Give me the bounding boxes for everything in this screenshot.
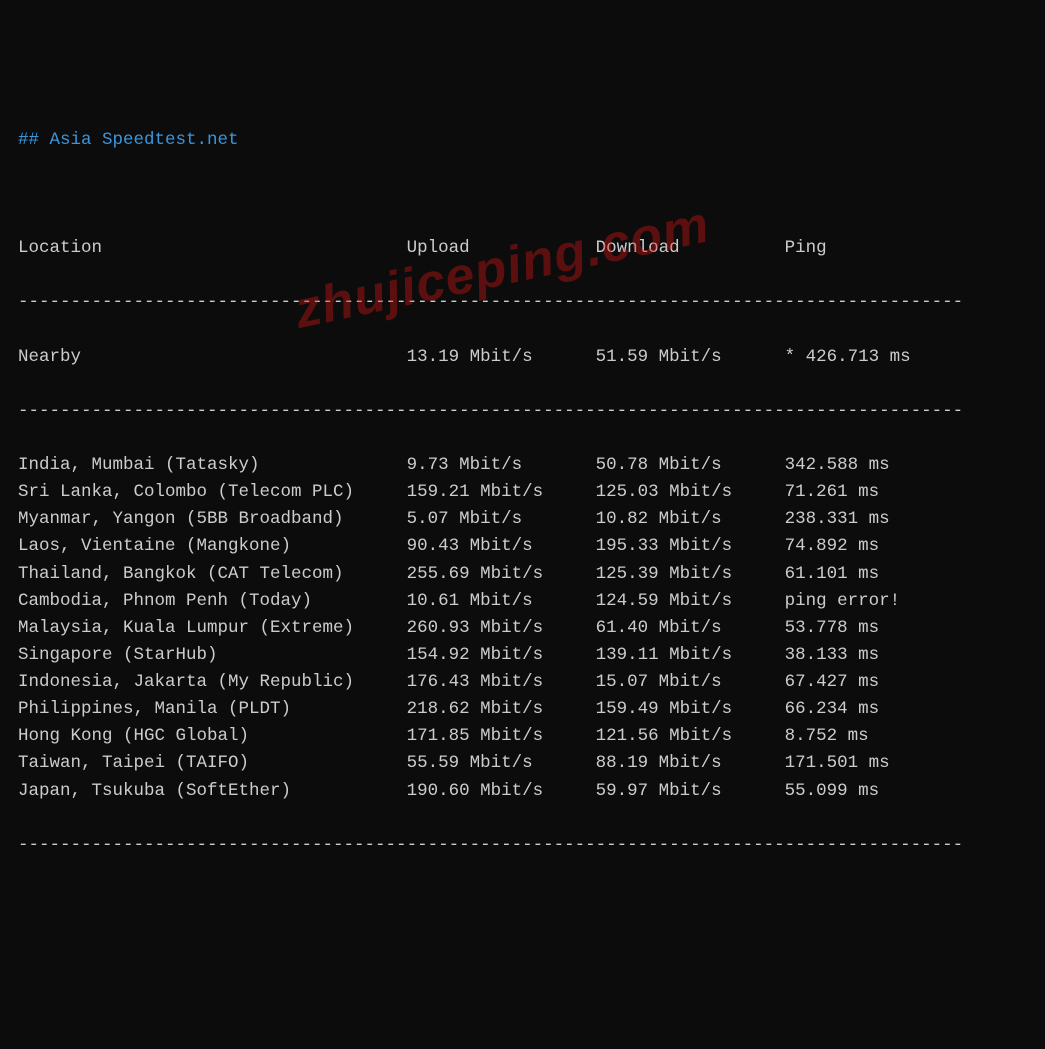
divider-top: ----------------------------------------…	[18, 289, 1027, 316]
table-row: Taiwan, Taipei (TAIFO) 55.59 Mbit/s 88.1…	[18, 750, 1027, 777]
table-row: Cambodia, Phnom Penh (Today) 10.61 Mbit/…	[18, 588, 1027, 615]
divider-mid: ----------------------------------------…	[18, 398, 1027, 425]
divider-bottom: ----------------------------------------…	[18, 832, 1027, 859]
table-row: Indonesia, Jakarta (My Republic) 176.43 …	[18, 669, 1027, 696]
header-row: Location Upload Download Ping	[18, 235, 1027, 262]
table-row: Philippines, Manila (PLDT) 218.62 Mbit/s…	[18, 696, 1027, 723]
watermark-text: zhujiceping.com	[287, 185, 717, 352]
table-row: Japan, Tsukuba (SoftEther) 190.60 Mbit/s…	[18, 778, 1027, 805]
blank-line	[18, 181, 1027, 208]
table-row: Malaysia, Kuala Lumpur (Extreme) 260.93 …	[18, 615, 1027, 642]
nearby-row: Nearby 13.19 Mbit/s 51.59 Mbit/s * 426.7…	[18, 344, 1027, 371]
table-row: Singapore (StarHub) 154.92 Mbit/s 139.11…	[18, 642, 1027, 669]
table-row: Sri Lanka, Colombo (Telecom PLC) 159.21 …	[18, 479, 1027, 506]
table-row: India, Mumbai (Tatasky) 9.73 Mbit/s 50.7…	[18, 452, 1027, 479]
table-row: Hong Kong (HGC Global) 171.85 Mbit/s 121…	[18, 723, 1027, 750]
section-title: ## Asia Speedtest.net	[18, 127, 1027, 154]
results-body: India, Mumbai (Tatasky) 9.73 Mbit/s 50.7…	[18, 452, 1027, 805]
table-row: Laos, Vientaine (Mangkone) 90.43 Mbit/s …	[18, 533, 1027, 560]
table-row: Thailand, Bangkok (CAT Telecom) 255.69 M…	[18, 561, 1027, 588]
table-row: Myanmar, Yangon (5BB Broadband) 5.07 Mbi…	[18, 506, 1027, 533]
